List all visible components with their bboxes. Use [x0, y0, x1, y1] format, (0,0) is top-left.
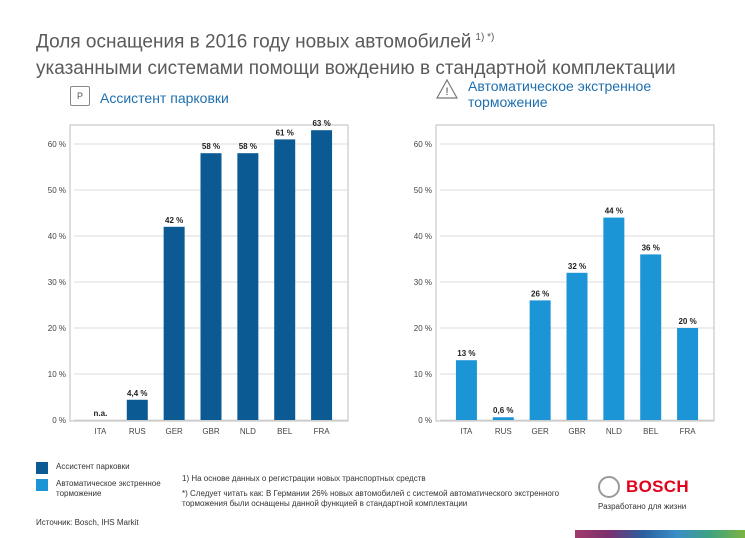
footnote-2: *) Следует читать как: В Германии 26% но… — [182, 489, 560, 508]
x-tick-label: GBR — [202, 427, 220, 436]
x-tick-label: FRA — [680, 427, 697, 436]
x-tick-label: FRA — [314, 427, 331, 436]
bar-gbr — [566, 272, 588, 420]
brand-slogan: Разработано для жизни — [598, 502, 687, 511]
bar-nld — [603, 217, 625, 420]
legend-swatch-parking — [36, 462, 48, 474]
data-label-bel: 61 % — [276, 128, 294, 137]
y-tick-label: 60 % — [414, 140, 432, 149]
y-tick-label: 0 % — [52, 416, 66, 425]
data-label-nld: 58 % — [239, 142, 257, 151]
data-label-bel: 36 % — [642, 243, 660, 252]
data-label-fra: 20 % — [678, 317, 696, 326]
bar-ger — [163, 226, 185, 420]
data-label-nld: 44 % — [605, 207, 623, 216]
panel-header-braking: ! Автоматическое экстренное торможение — [436, 78, 651, 110]
decorative-color-strip — [575, 530, 745, 538]
bosch-logo-icon — [598, 476, 620, 498]
chart-title: Доля оснащения в 2016 году новых автомоб… — [36, 24, 716, 82]
y-tick-label: 0 % — [418, 416, 432, 425]
y-tick-label: 30 % — [48, 278, 66, 287]
brand-block: BOSCH Разработано для жизни — [598, 476, 708, 511]
x-tick-label: ITA — [94, 427, 107, 436]
title-footnote-marks: 1) *) — [475, 32, 495, 43]
y-tick-label: 40 % — [414, 232, 432, 241]
x-tick-label: GBR — [568, 427, 586, 436]
bar-ita — [455, 360, 477, 420]
data-label-rus: 4,4 % — [127, 389, 147, 398]
panel-header-parking: P Ассистент парковки — [70, 86, 229, 106]
warning-triangle-icon: ! — [436, 78, 458, 99]
x-tick-label: RUS — [495, 427, 512, 436]
legend: Ассистент парковки Автоматическое экстре… — [36, 462, 166, 504]
y-tick-label: 10 % — [48, 370, 66, 379]
bar-ger — [529, 300, 551, 420]
chart-frame — [69, 124, 349, 422]
x-tick-label: NLD — [240, 427, 256, 436]
data-label-ita: 13 % — [457, 349, 475, 358]
data-label-rus: 0,6 % — [493, 406, 513, 415]
bar-fra — [311, 130, 333, 420]
brand-name: BOSCH — [626, 477, 689, 496]
y-tick-label: 30 % — [414, 278, 432, 287]
bar-rus — [126, 399, 148, 420]
bar-fra — [677, 328, 699, 420]
data-label-fra: 63 % — [312, 119, 330, 128]
x-tick-label: GER — [165, 427, 183, 436]
x-tick-label: BEL — [277, 427, 293, 436]
x-tick-label: GER — [531, 427, 549, 436]
bar-bel — [640, 254, 662, 420]
panel-title-braking: Автоматическое экстренное торможение — [468, 78, 652, 110]
title-line-2: указанными системами помощи вождению в с… — [36, 58, 676, 80]
data-label-ita: n.a. — [94, 409, 108, 418]
data-label-ger: 26 % — [531, 289, 549, 298]
y-tick-label: 50 % — [414, 186, 432, 195]
chart-emergency-braking: 0 % 10 % 20 % 30 % 40 % 50 % 60 % 13 % ITA 0,6 % R… — [414, 124, 715, 436]
x-tick-label: BEL — [643, 427, 659, 436]
legend-label-parking: Ассистент парковки — [56, 462, 130, 471]
data-label-gbr: 32 % — [568, 262, 586, 271]
panel-title-parking: Ассистент парковки — [100, 90, 229, 106]
bar-nld — [237, 153, 259, 420]
chart-parking-assist: 0 % 10 % 20 % 30 % 40 % 50 % 60 % n.a. ITA 4,4 % R… — [48, 119, 349, 436]
y-tick-label: 20 % — [414, 324, 432, 333]
legend-label-braking: Автоматическое экстренное торможение — [56, 479, 161, 498]
y-tick-label: 20 % — [48, 324, 66, 333]
y-tick-label: 50 % — [48, 186, 66, 195]
y-tick-label: 60 % — [48, 140, 66, 149]
svg-text:!: ! — [445, 86, 448, 98]
data-label-gbr: 58 % — [202, 142, 220, 151]
y-tick-label: 10 % — [414, 370, 432, 379]
x-tick-label: ITA — [460, 427, 473, 436]
x-tick-label: RUS — [129, 427, 146, 436]
parking-icon: P — [70, 86, 90, 106]
y-tick-label: 40 % — [48, 232, 66, 241]
footnotes: 1) На основе данных о регистрации новых … — [182, 474, 572, 514]
legend-swatch-braking — [36, 479, 48, 491]
bar-rus — [492, 417, 514, 420]
legend-item-parking: Ассистент парковки — [36, 462, 166, 474]
legend-item-braking: Автоматическое экстренное торможение — [36, 479, 166, 499]
x-tick-label: NLD — [606, 427, 622, 436]
data-label-ger: 42 % — [165, 216, 183, 225]
bar-bel — [274, 139, 296, 420]
footnote-1: 1) На основе данных о регистрации новых … — [182, 474, 426, 483]
source-note: Источник: Bosch, IHS Markit — [36, 518, 139, 527]
title-line-1: Доля оснащения в 2016 году новых автомоб… — [36, 31, 472, 53]
chart-frame — [435, 124, 715, 422]
bar-gbr — [200, 153, 222, 420]
